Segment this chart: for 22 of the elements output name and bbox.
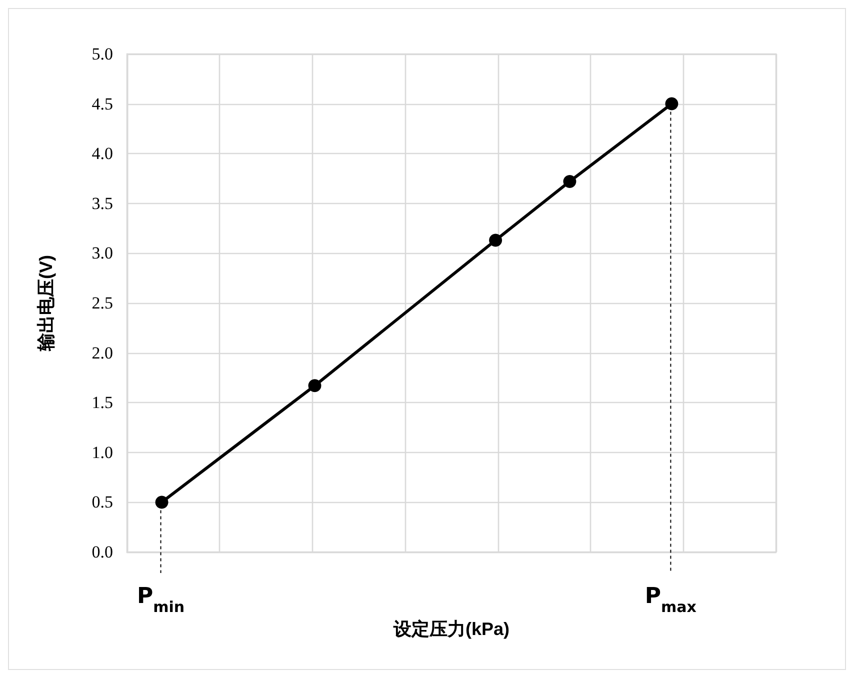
y-tick-label: 2.5 (92, 294, 113, 312)
y-tick-label: 5.0 (92, 44, 113, 64)
point (665, 97, 678, 110)
y-tick-label: 3.0 (92, 244, 113, 263)
y-tick-label: 3.5 (92, 194, 113, 213)
y-tick-label: 0.0 (92, 542, 113, 562)
y-tick-label: 2.0 (92, 343, 113, 362)
callout-leader: P$_{min}$ (136, 510, 185, 616)
annotation: P$_{max}$ (644, 584, 697, 616)
y-axis-title: 输出电压(V) (36, 255, 56, 352)
point (155, 496, 168, 509)
point (489, 234, 502, 247)
y-tick-label: 4.5 (92, 94, 113, 114)
y-tick-label: 1.5 (92, 393, 113, 412)
point (563, 174, 576, 188)
x-axis-title: 设定压力(kPa) (392, 619, 510, 639)
y-tick-label: 4.0 (92, 144, 113, 164)
callout-leader: P$_{max}$ (644, 111, 696, 616)
y-tick-label: 0.5 (92, 492, 113, 512)
point (308, 379, 322, 392)
annotation: P$_{min}$ (136, 584, 185, 616)
y-tick-label: 1.0 (92, 442, 113, 462)
